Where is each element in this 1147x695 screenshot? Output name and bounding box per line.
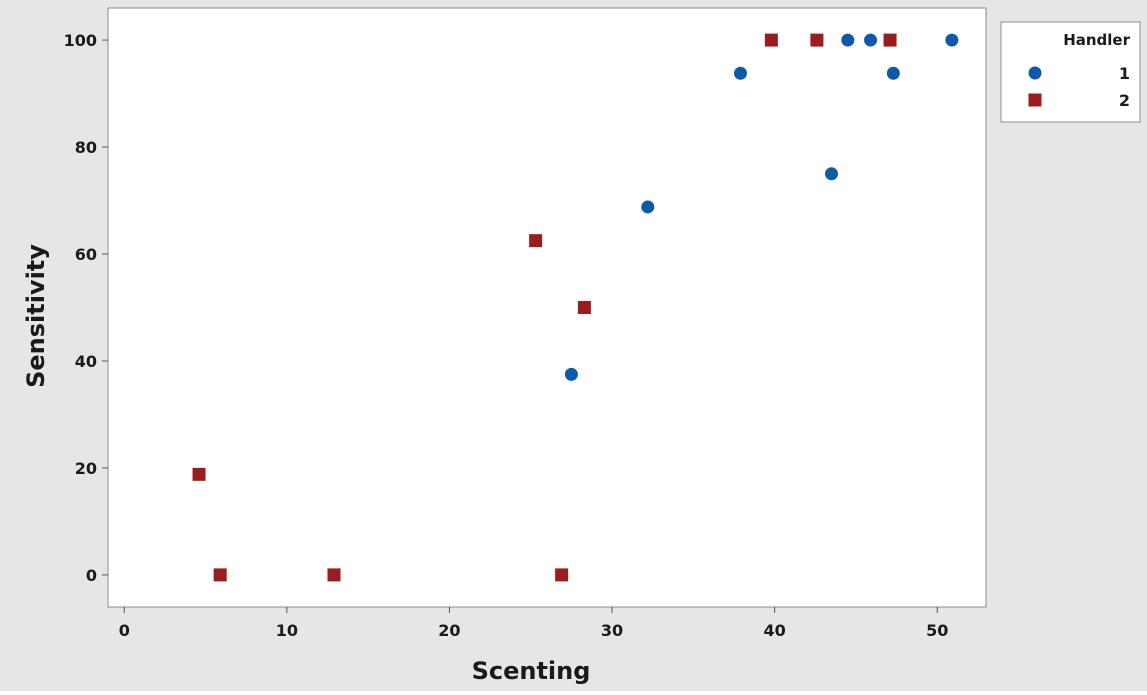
legend: Handler 12	[1000, 21, 1141, 123]
x-axis-title: Scenting	[472, 657, 591, 685]
data-point	[192, 467, 206, 481]
y-tick-label: 80	[75, 138, 97, 157]
data-point	[564, 367, 578, 381]
series-2	[192, 33, 897, 582]
y-tick-label: 100	[64, 31, 97, 50]
legend-label-1: 1	[1119, 64, 1130, 83]
x-tick-label: 30	[601, 621, 623, 640]
data-point	[825, 167, 839, 181]
data-point	[733, 66, 747, 80]
legend-title: Handler	[1063, 31, 1130, 49]
data-point	[764, 33, 778, 47]
data-point	[864, 33, 878, 47]
x-tick-label: 40	[763, 621, 785, 640]
legend-marker-2	[1028, 93, 1042, 107]
data-point	[810, 33, 824, 47]
y-tick-label: 0	[86, 566, 97, 585]
data-point	[841, 33, 855, 47]
data-points	[192, 33, 959, 582]
legend-label-2: 2	[1119, 91, 1130, 110]
axes: 0 10 20 30 40 50 0 20 40 60 80 100	[64, 31, 949, 640]
legend-items: 12	[1028, 64, 1130, 110]
y-tick-label: 40	[75, 352, 97, 371]
data-point	[529, 234, 543, 248]
y-tick-label: 20	[75, 459, 97, 478]
data-point	[945, 33, 959, 47]
series-1	[564, 33, 959, 381]
data-point	[213, 568, 227, 582]
x-tick-label: 0	[119, 621, 130, 640]
x-tick-label: 10	[276, 621, 298, 640]
data-point	[641, 200, 655, 214]
data-point	[886, 66, 900, 80]
plot-area	[107, 7, 987, 608]
data-point	[577, 301, 591, 314]
data-point	[555, 568, 569, 582]
x-tick-label: 20	[438, 621, 460, 640]
x-tick-label: 50	[926, 621, 948, 640]
data-point	[883, 33, 897, 47]
legend-marker-1	[1028, 66, 1042, 80]
y-axis-title: Sensitivity	[22, 244, 50, 388]
data-point	[327, 568, 341, 582]
y-tick-label: 60	[75, 245, 97, 264]
legend-box	[1000, 21, 1141, 123]
